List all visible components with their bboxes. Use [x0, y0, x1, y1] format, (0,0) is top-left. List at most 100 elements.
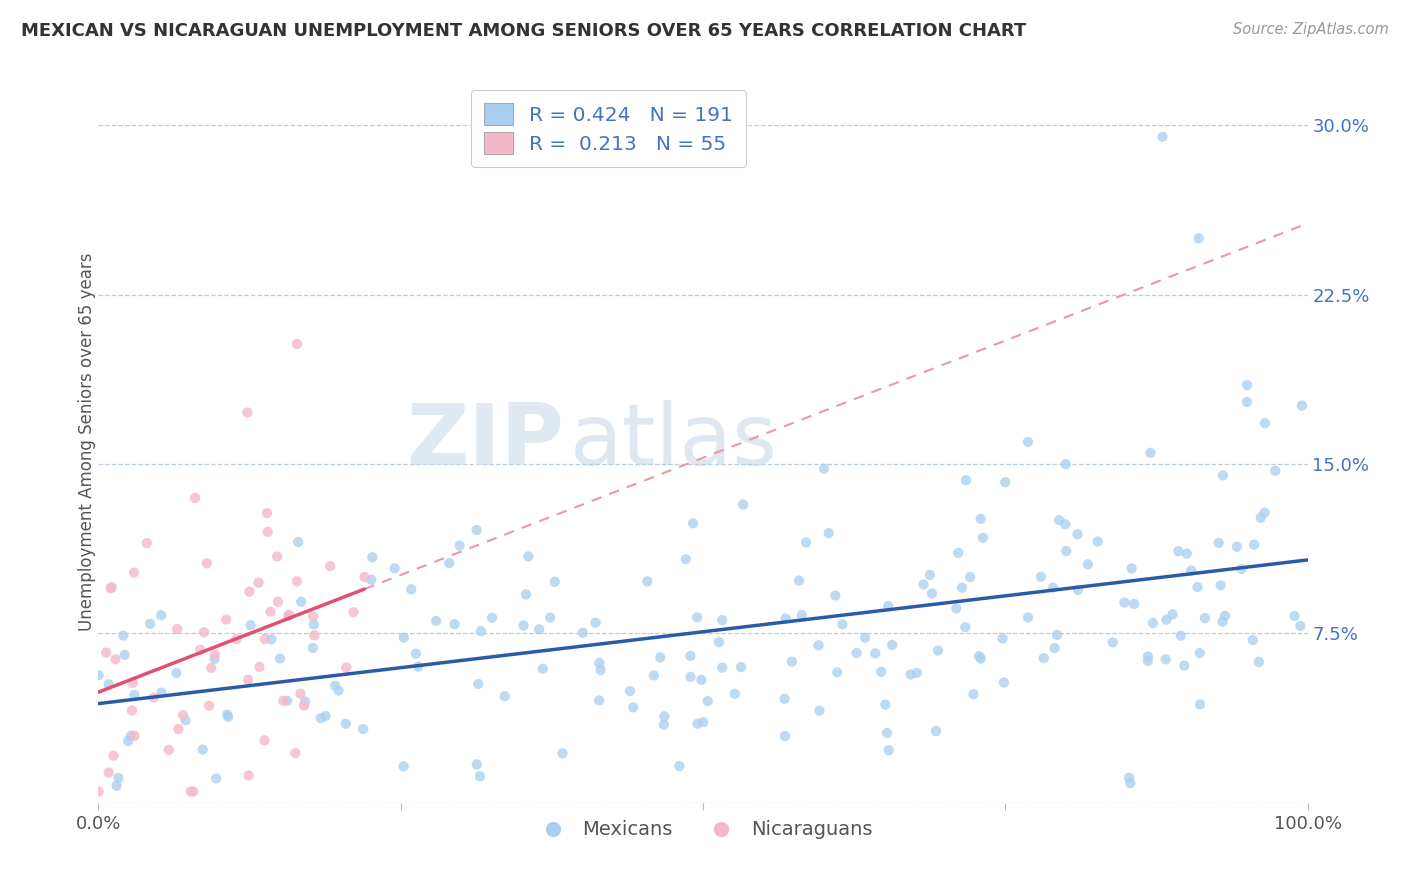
- Point: [437, 556, 460, 570]
- Point: [787, 574, 810, 588]
- Point: [1017, 610, 1039, 624]
- Point: [790, 608, 813, 623]
- Point: [1136, 649, 1159, 664]
- Legend: Mexicans, Nicaraguans: Mexicans, Nicaraguans: [526, 813, 880, 847]
- Point: [287, 535, 309, 549]
- Point: [711, 661, 734, 675]
- Point: [877, 599, 900, 613]
- Point: [172, 708, 194, 723]
- Point: [142, 690, 165, 705]
- Point: [621, 700, 644, 714]
- Point: [285, 574, 308, 589]
- Point: [1121, 561, 1143, 575]
- Point: [654, 709, 676, 723]
- Point: [711, 613, 734, 627]
- Point: [292, 698, 315, 713]
- Point: [465, 523, 488, 537]
- Point: [425, 614, 447, 628]
- Point: [1208, 536, 1230, 550]
- Point: [135, 536, 157, 550]
- Point: [117, 734, 139, 748]
- Point: [1042, 581, 1064, 595]
- Point: [217, 710, 239, 724]
- Point: [302, 609, 325, 624]
- Point: [247, 575, 270, 590]
- Point: [103, 748, 125, 763]
- Point: [1017, 434, 1039, 449]
- Point: [831, 617, 853, 632]
- Point: [1154, 652, 1177, 666]
- Point: [794, 535, 817, 549]
- Point: [1291, 399, 1313, 413]
- Point: [87, 668, 110, 682]
- Point: [948, 546, 970, 560]
- Point: [876, 726, 898, 740]
- Point: [1212, 468, 1234, 483]
- Point: [1156, 613, 1178, 627]
- Point: [955, 620, 977, 634]
- Point: [955, 473, 977, 487]
- Point: [1289, 619, 1312, 633]
- Point: [467, 677, 489, 691]
- Point: [361, 550, 384, 565]
- Point: [319, 559, 342, 574]
- Point: [527, 623, 550, 637]
- Point: [278, 607, 301, 622]
- Point: [1211, 615, 1233, 629]
- Point: [679, 670, 702, 684]
- Point: [335, 660, 357, 674]
- Point: [87, 784, 110, 798]
- Point: [97, 677, 120, 691]
- Point: [353, 570, 375, 584]
- Point: [994, 475, 1017, 490]
- Point: [905, 665, 928, 680]
- Point: [204, 648, 226, 662]
- Point: [239, 618, 262, 632]
- Point: [970, 651, 993, 665]
- Point: [166, 622, 188, 636]
- Point: [165, 665, 187, 680]
- Point: [588, 693, 610, 707]
- Point: [950, 581, 973, 595]
- Point: [650, 650, 672, 665]
- Point: [315, 709, 337, 723]
- Point: [1188, 646, 1211, 660]
- Point: [180, 784, 202, 798]
- Point: [875, 698, 897, 712]
- Point: [1253, 506, 1275, 520]
- Point: [918, 568, 941, 582]
- Point: [808, 704, 831, 718]
- Point: [323, 679, 346, 693]
- Point: [392, 631, 415, 645]
- Point: [1247, 655, 1270, 669]
- Point: [773, 691, 796, 706]
- Point: [1175, 547, 1198, 561]
- Point: [696, 694, 718, 708]
- Point: [150, 686, 173, 700]
- Point: [465, 757, 488, 772]
- Point: [675, 552, 697, 566]
- Point: [301, 640, 323, 655]
- Point: [652, 717, 675, 731]
- Point: [585, 615, 607, 630]
- Point: [544, 574, 567, 589]
- Point: [900, 667, 922, 681]
- Point: [328, 683, 350, 698]
- Point: [121, 676, 143, 690]
- Point: [1188, 231, 1211, 245]
- Point: [1161, 607, 1184, 622]
- Point: [253, 733, 276, 747]
- Text: ZIP: ZIP: [406, 400, 564, 483]
- Point: [1123, 597, 1146, 611]
- Point: [668, 759, 690, 773]
- Point: [290, 687, 312, 701]
- Point: [1101, 635, 1123, 649]
- Point: [1152, 129, 1174, 144]
- Point: [991, 632, 1014, 646]
- Point: [104, 652, 127, 666]
- Point: [443, 617, 465, 632]
- Point: [993, 675, 1015, 690]
- Point: [1236, 378, 1258, 392]
- Point: [512, 618, 534, 632]
- Point: [619, 684, 641, 698]
